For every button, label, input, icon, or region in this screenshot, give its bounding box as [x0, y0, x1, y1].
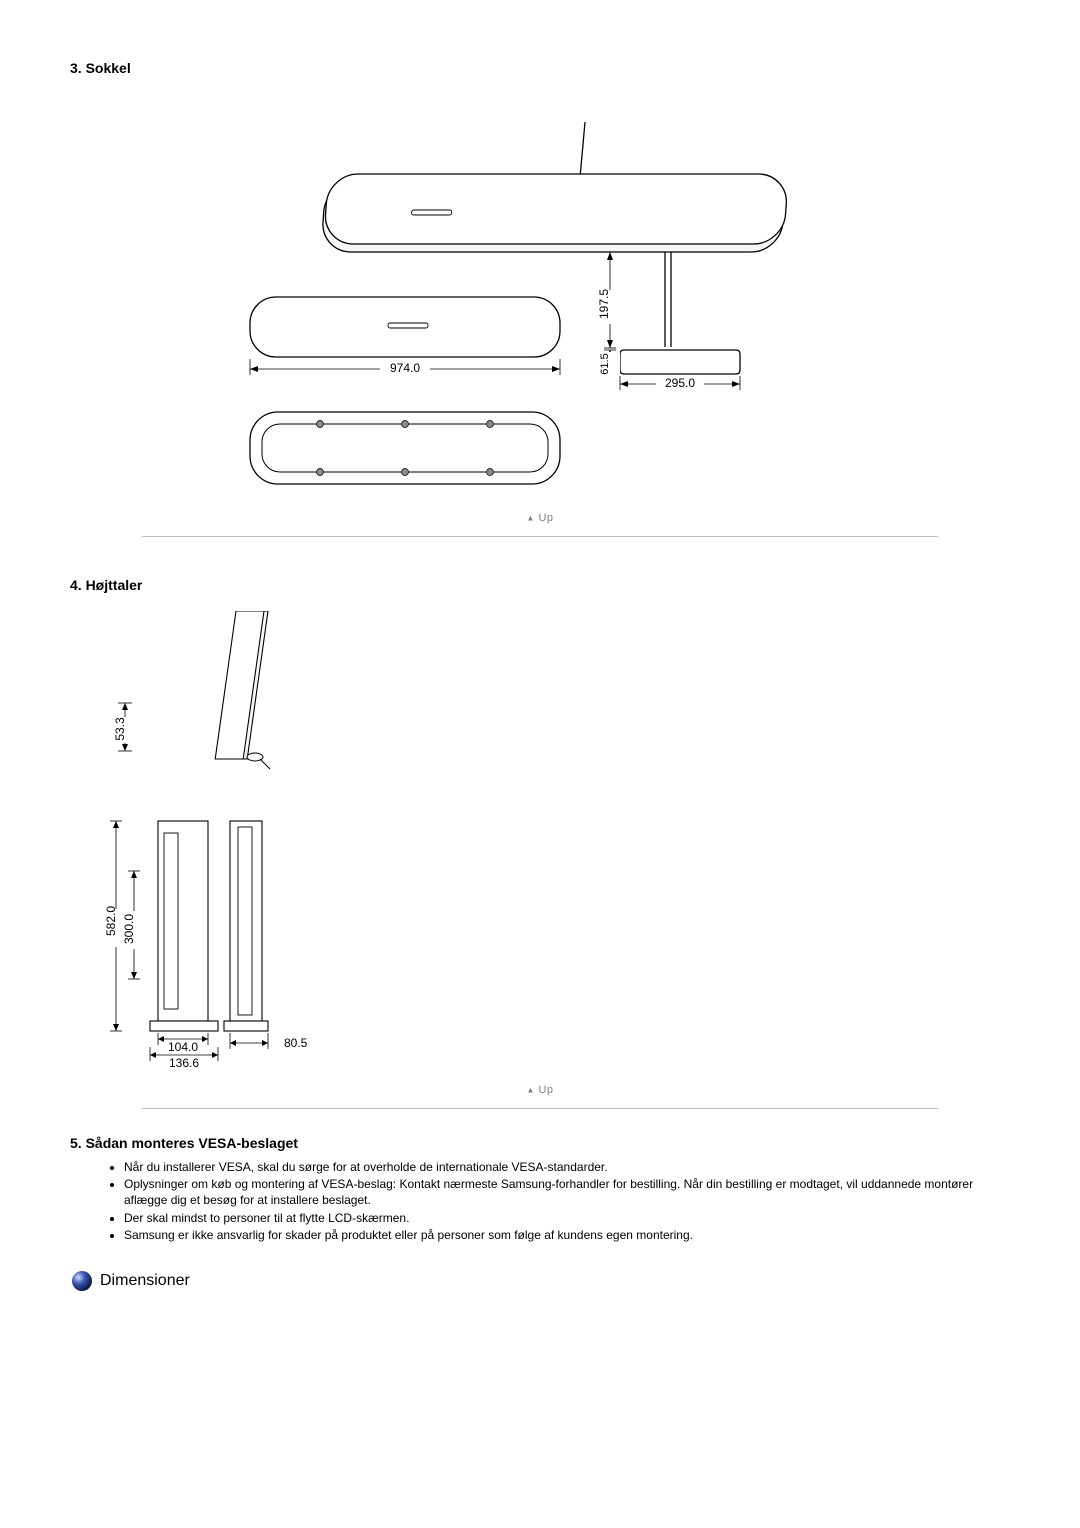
label-sokkel-depth: 295.0 [665, 376, 695, 390]
heading-hojttaler: 4. Højttaler [70, 577, 1010, 593]
sphere-icon [70, 1269, 94, 1293]
up-label: Up [538, 1084, 553, 1096]
label-hojttaler-hi: 300.0 [122, 914, 136, 944]
heading-sokkel: 3. Sokkel [70, 60, 1010, 76]
vesa-bullet-2: Oplysninger om køb og montering af VESA-… [124, 1176, 1010, 1208]
label-hojttaler-w: 104.0 [168, 1040, 198, 1054]
vesa-bullet-3: Der skal mindst to personer til at flytt… [124, 1210, 1010, 1226]
section-sokkel: 3. Sokkel [70, 60, 1010, 537]
section-vesa: 5. Sådan monteres VESA-beslaget Når du i… [70, 1135, 1010, 1293]
vesa-bullet-4: Samsung er ikke ansvarlig for skader på … [124, 1227, 1010, 1243]
figure-hojttaler: 53.3 [80, 611, 1010, 1074]
vesa-list: Når du installerer VESA, skal du sørge f… [106, 1159, 1010, 1243]
up-link-1[interactable]: ▲ Up [70, 512, 1010, 524]
label-hojttaler-tw: 136.6 [169, 1056, 199, 1070]
figure-sokkel: 974.0 197.5 [70, 112, 1010, 502]
label-sokkel-height: 197.5 [597, 289, 611, 319]
label-sokkel-base: 61.5 [599, 353, 611, 374]
label-hojttaler-sw: 80.5 [284, 1036, 308, 1050]
label-hojttaler-h: 582.0 [104, 906, 118, 936]
vesa-bullet-1: Når du installerer VESA, skal du sørge f… [124, 1159, 1010, 1175]
sokkel-svg: 974.0 197.5 [220, 112, 860, 502]
section-hojttaler: 4. Højttaler [70, 577, 1010, 1109]
label-sokkel-width: 974.0 [390, 361, 420, 375]
up-triangle-icon: ▲ [526, 514, 534, 523]
dimensioner-row: Dimensioner [70, 1269, 1010, 1293]
dimensioner-label: Dimensioner [100, 1272, 190, 1290]
hojttaler-svg: 53.3 [80, 611, 360, 1071]
up-label: Up [538, 512, 553, 524]
up-link-2[interactable]: ▲ Up [70, 1084, 1010, 1096]
up-triangle-icon: ▲ [526, 1086, 534, 1095]
heading-vesa: 5. Sådan monteres VESA-beslaget [70, 1135, 1010, 1151]
divider-2 [142, 1108, 938, 1109]
label-hojttaler-depth: 53.3 [113, 717, 127, 741]
divider-1 [142, 536, 938, 537]
